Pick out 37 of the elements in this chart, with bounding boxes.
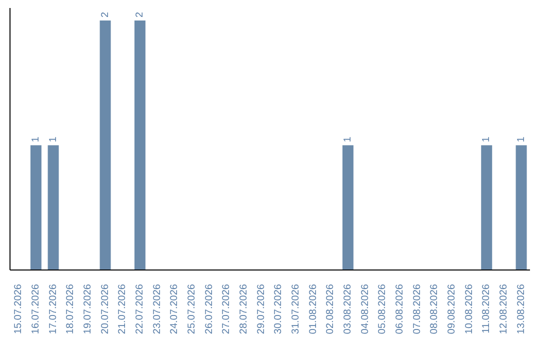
x-tick-label: 03.08.2026 (342, 284, 354, 334)
x-tick-label: 18.07.2026 (65, 284, 76, 334)
x-tick-label: 08.08.2026 (429, 284, 440, 334)
x-tick-label: 31.07.2026 (290, 284, 302, 334)
x-tick-label: 20.07.2026 (100, 284, 111, 334)
x-tick-label: 23.07.2026 (152, 284, 163, 334)
x-tick-label: 09.08.2026 (446, 284, 458, 334)
x-tick-label: 13.08.2026 (516, 284, 527, 334)
x-tick-label: 19.07.2026 (82, 284, 94, 334)
x-tick-label: 25.07.2026 (186, 284, 198, 334)
x-tick-label: 12.08.2026 (498, 284, 510, 334)
x-tick-label: 22.07.2026 (134, 284, 146, 334)
x-tick-label: 29.07.2026 (256, 284, 267, 334)
x-tick-label: 26.07.2026 (204, 284, 215, 334)
data-label: 1 (30, 136, 42, 142)
data-label: 2 (134, 11, 146, 18)
x-tick-label: 21.07.2026 (117, 284, 128, 334)
x-tick-label: 15.07.2026 (13, 284, 24, 334)
x-tick-label: 10.08.2026 (464, 284, 475, 334)
x-tick-label: 05.08.2026 (377, 284, 388, 334)
data-label: 1 (342, 136, 354, 142)
x-tick-label: 11.08.2026 (481, 284, 492, 334)
x-tick-label: 27.07.2026 (221, 284, 232, 334)
x-tick-label: 04.08.2026 (360, 284, 371, 334)
x-tick-label: 01.08.2026 (308, 284, 319, 334)
x-tick-label: 16.07.2026 (30, 284, 42, 334)
data-label: 2 (100, 11, 111, 18)
data-label: 1 (481, 136, 492, 142)
x-tick-label: 30.07.2026 (273, 284, 284, 334)
data-label: 1 (516, 136, 527, 142)
x-tick-label: 17.07.2026 (48, 284, 59, 334)
data-label: 1 (48, 136, 59, 142)
x-tick-label: 28.07.2026 (238, 284, 250, 334)
x-tick-label: 24.07.2026 (169, 284, 180, 334)
x-tick-label: 02.08.2026 (325, 284, 336, 334)
x-tick-label: 06.08.2026 (394, 284, 406, 334)
x-tick-label: 07.08.2026 (412, 284, 423, 334)
